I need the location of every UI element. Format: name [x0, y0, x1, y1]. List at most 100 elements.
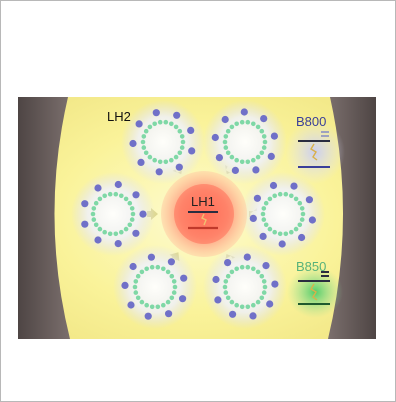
- lh2-label: LH2: [107, 109, 131, 124]
- b850-pigment: [123, 226, 129, 232]
- zigzag-arrow-icon: [310, 283, 318, 301]
- b850-pigment: [245, 304, 251, 310]
- zigzag-arrow-icon: [310, 143, 318, 161]
- b800-pigment: [94, 184, 102, 192]
- b850-pigment: [261, 134, 267, 139]
- b850-pigment: [91, 206, 97, 211]
- b850-pigment: [225, 150, 231, 156]
- b800-pigment: [167, 258, 175, 266]
- b800-pigment: [188, 147, 196, 155]
- b850-pigment: [259, 295, 265, 301]
- b850-pigment: [259, 128, 265, 134]
- b800-pigment: [180, 274, 188, 282]
- b850-pigment: [179, 145, 185, 150]
- b850-pigment: [171, 290, 177, 295]
- b850-pigment: [262, 284, 268, 290]
- lh2-ring: [241, 172, 325, 256]
- lh2-ring: [121, 100, 205, 184]
- lh2-ring: [71, 172, 155, 256]
- b850-pigment: [93, 200, 99, 206]
- b850-pigment: [223, 134, 229, 139]
- b850-pigment: [223, 145, 229, 150]
- b800-pigment: [211, 133, 219, 142]
- b850-pigment: [152, 157, 157, 163]
- b850-pigment: [283, 191, 289, 197]
- b850-pigment: [90, 211, 96, 217]
- b850-pigment: [229, 154, 235, 160]
- b850-pigment: [140, 139, 146, 145]
- zigzag-arrow-icon: [201, 213, 207, 226]
- b800-pigment: [132, 229, 140, 237]
- lh2-ring: [203, 245, 287, 329]
- b850-pigment: [157, 159, 163, 165]
- b850-pigment: [283, 231, 289, 237]
- b850-pigment: [239, 264, 245, 270]
- b850-pigment: [169, 157, 174, 163]
- b800-pigment: [114, 180, 122, 189]
- b800-pigment: [266, 300, 274, 308]
- b800-pigment: [94, 236, 102, 244]
- b850-pigment: [297, 200, 303, 206]
- b850-pigment: [222, 139, 228, 145]
- b800-pigment: [224, 259, 232, 267]
- b850-pigment: [107, 191, 113, 197]
- b850-pigment: [289, 229, 294, 235]
- b850-pigment: [149, 304, 155, 310]
- b800-pigment: [262, 262, 270, 270]
- b800-pigment: [308, 216, 316, 224]
- b850-pigment: [129, 206, 135, 211]
- b850-pigment: [263, 222, 269, 228]
- b850-pigment: [161, 302, 166, 308]
- b800-pigment: [114, 240, 122, 248]
- b850-pigment: [180, 139, 186, 145]
- b850-pigment: [261, 279, 267, 284]
- b850-pigment: [255, 269, 261, 275]
- b850-pigment: [289, 193, 294, 199]
- b850-pigment: [139, 299, 145, 305]
- b850-pigment: [141, 134, 147, 139]
- b850-pigment: [277, 231, 283, 237]
- b850-pigment: [161, 266, 166, 272]
- b850-pigment: [165, 269, 171, 275]
- b800-pigment: [221, 115, 229, 124]
- b850-pigment: [123, 196, 129, 202]
- b850-pigment: [171, 279, 177, 284]
- b800-pigment: [187, 126, 195, 134]
- b850-pigment: [177, 150, 183, 156]
- b850-pigment: [234, 266, 239, 272]
- b850-pigment: [141, 145, 147, 150]
- b850-pigment: [179, 134, 185, 139]
- b850-pigment: [255, 154, 261, 160]
- b800-pigment: [271, 280, 279, 288]
- b850-pigment: [139, 269, 145, 275]
- b850-pigment: [234, 121, 239, 127]
- b800-pigment: [305, 196, 313, 204]
- b850-pigment: [255, 299, 261, 305]
- b850-pigment: [165, 299, 171, 305]
- b850-pigment: [245, 264, 251, 270]
- b800-pigment: [165, 310, 173, 318]
- b850-pigment: [135, 273, 141, 279]
- b850-pigment: [102, 229, 107, 235]
- b800-pigment: [249, 214, 257, 222]
- b850-pigment: [299, 217, 305, 222]
- b800-pigment: [139, 210, 147, 218]
- b850-pigment: [225, 295, 231, 301]
- b800-pigment: [81, 200, 89, 208]
- b850-pigment: [234, 157, 239, 163]
- b850-pigment: [297, 222, 303, 228]
- b850-pigment: [144, 302, 149, 308]
- b800-pigment: [147, 253, 155, 261]
- b800-pigment: [260, 115, 268, 123]
- b800-pigment: [278, 240, 286, 248]
- b850-pigment: [133, 279, 139, 284]
- b850-pigment: [169, 121, 174, 127]
- b850-pigment: [97, 196, 103, 202]
- b800-pigment: [152, 109, 160, 117]
- b850-pigment: [107, 231, 113, 237]
- b800-pigment: [249, 312, 257, 320]
- b800-pigment: [212, 275, 220, 284]
- b800-pigment: [290, 182, 298, 190]
- b850-pigment: [223, 279, 229, 284]
- b850-pigment: [172, 284, 178, 290]
